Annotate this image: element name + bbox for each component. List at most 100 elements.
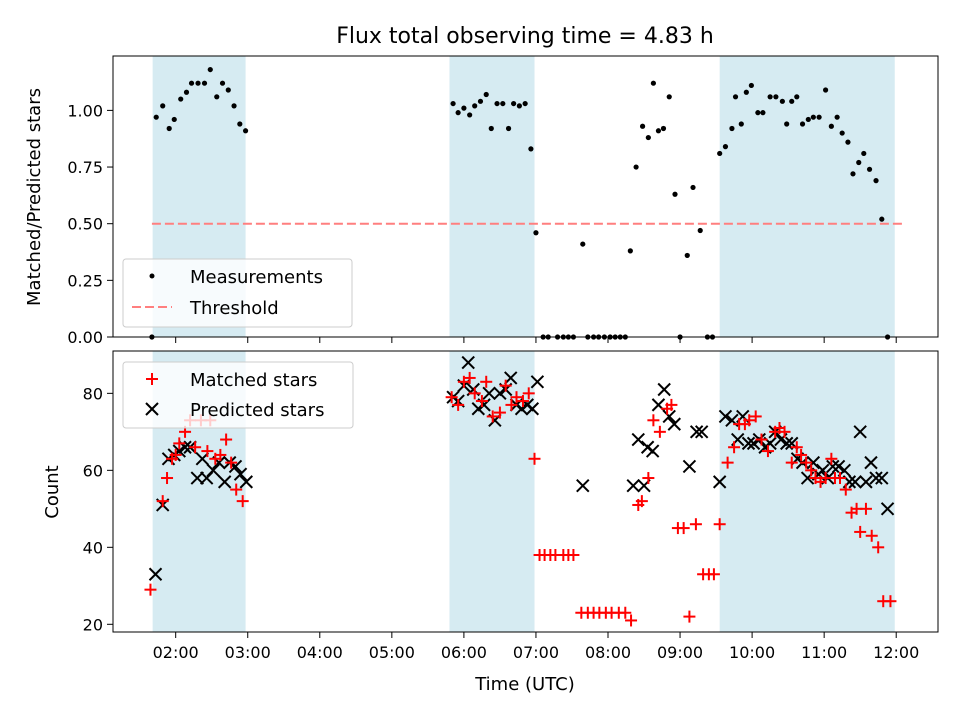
measurement-point <box>866 166 873 172</box>
matched-star-marker <box>689 518 702 531</box>
x-tick-label: 12:00 <box>873 643 919 662</box>
predicted-star-marker <box>626 479 640 493</box>
predicted-star-marker <box>864 455 878 470</box>
matched-star-marker <box>452 398 465 411</box>
measurement-point <box>850 171 856 177</box>
predicted-star-marker <box>779 436 794 451</box>
predicted-star-marker <box>718 409 733 424</box>
measurement-point <box>219 80 226 86</box>
measurement-point <box>153 114 159 120</box>
predicted-star-marker <box>694 425 709 439</box>
matched-star-marker <box>445 391 458 404</box>
matched-star-marker <box>653 425 666 438</box>
predicted-star-marker <box>806 455 821 470</box>
measurement-point <box>500 100 506 107</box>
matched-star-marker <box>790 441 803 454</box>
x-tick-label: 05:00 <box>369 643 415 662</box>
measurement-point <box>633 164 639 170</box>
measurement-point <box>690 184 696 191</box>
predicted-star-marker <box>741 436 756 451</box>
matched-star-marker <box>156 495 169 508</box>
matched-star-marker <box>834 472 847 485</box>
measurement-point <box>666 94 672 100</box>
measurement-point <box>684 252 690 259</box>
chart-title: Flux total observing time = 4.83 h <box>336 24 714 49</box>
legend-predicted-marker <box>145 402 159 416</box>
matched-star-marker <box>493 406 506 419</box>
measurement-point <box>650 80 656 86</box>
matched-star-marker <box>778 425 791 438</box>
x-tick-label: 06:00 <box>441 643 487 662</box>
bottom-y-axis-ticks: 20 40 60 80 <box>83 384 113 634</box>
matched-star-marker <box>486 410 499 423</box>
matched-star-marker <box>677 522 690 535</box>
matched-star-marker <box>665 398 678 411</box>
measurement-point <box>237 121 243 127</box>
measurement-point <box>528 146 534 152</box>
matched-star-marker <box>743 414 756 427</box>
bottom-plot-frame <box>112 350 939 633</box>
predicted-star-marker <box>576 479 590 493</box>
predicted-star-marker <box>826 459 840 474</box>
measurement-point <box>856 159 862 166</box>
measurement-point <box>655 128 662 134</box>
legend-predicted-label: Predicted stars <box>190 400 324 421</box>
predicted-star-marker <box>217 475 232 489</box>
measurement-point <box>166 125 172 132</box>
measurement-point <box>873 178 879 184</box>
x-axis-label: Time (UTC) <box>474 674 575 695</box>
matched-star-marker <box>214 448 227 461</box>
predicted-star-marker <box>530 375 545 389</box>
bottom-y-tick-label: 20 <box>83 615 103 634</box>
measurement-point <box>767 94 773 100</box>
measurement-point <box>799 121 806 127</box>
predicted-star-marker <box>525 402 540 416</box>
matched-star-marker <box>721 456 734 469</box>
legend-matched-label: Matched stars <box>190 370 317 391</box>
predicted-star-marker <box>667 417 681 431</box>
matched-star-marker <box>499 379 512 392</box>
matched-star-marker <box>749 410 762 423</box>
predicted-star-marker <box>682 459 697 474</box>
measurement-point <box>645 134 651 141</box>
top-plot-frame <box>112 55 939 338</box>
measurement-point <box>732 94 739 100</box>
measurement-point <box>861 150 867 157</box>
matched-star-marker <box>236 495 249 508</box>
x-tick-label: 04:00 <box>297 643 343 662</box>
shaded-interval <box>719 56 895 337</box>
shaded-interval <box>719 351 895 632</box>
measurement-point <box>231 103 237 109</box>
x-tick-label: 07:00 <box>513 643 559 662</box>
predicted-star-marker <box>859 475 873 489</box>
measurement-point <box>729 125 735 132</box>
predicted-star-marker <box>853 425 867 439</box>
measurement-point <box>717 150 723 157</box>
matched-star-marker <box>683 610 696 623</box>
matched-star-marker <box>728 441 741 454</box>
matched-star-marker <box>201 445 214 458</box>
measurement-point <box>195 80 201 86</box>
matched-star-marker <box>865 529 878 542</box>
x-tick-label: 10:00 <box>729 643 775 662</box>
predicted-star-marker <box>831 459 846 474</box>
matched-star-marker <box>713 518 726 531</box>
measurement-point <box>188 80 195 86</box>
bottom-y-tick-label: 40 <box>83 538 103 557</box>
measurement-point <box>178 96 184 102</box>
measurement-point <box>794 94 800 100</box>
matched-star-marker <box>505 398 518 411</box>
matched-star-marker <box>884 595 897 608</box>
legend-matched-marker <box>146 373 158 385</box>
legend-measurement-marker <box>149 273 155 279</box>
matched-star-marker <box>463 371 476 384</box>
legend-threshold-label: Threshold <box>189 298 279 319</box>
measurement-point <box>467 112 473 118</box>
predicted-star-marker <box>712 475 727 489</box>
predicted-star-marker <box>848 475 862 489</box>
matched-star-marker <box>805 464 818 477</box>
predicted-star-marker <box>148 567 163 581</box>
matched-star-marker <box>854 525 867 538</box>
bottom-y-tick-label: 60 <box>83 461 103 480</box>
